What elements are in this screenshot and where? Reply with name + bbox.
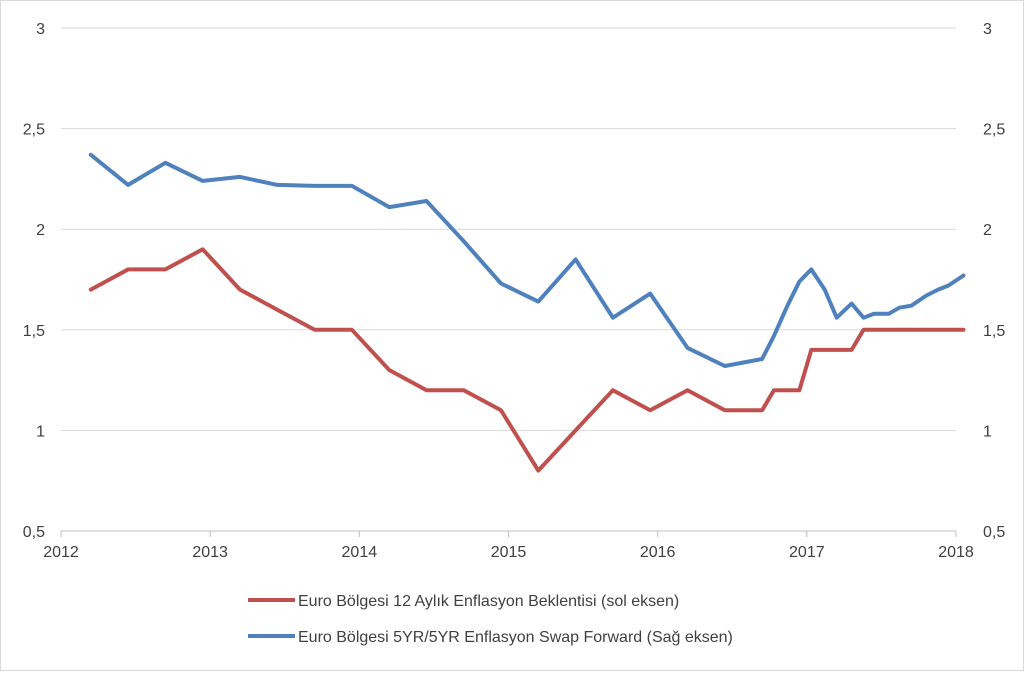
y-right-tick-label: 2,5 — [983, 122, 1005, 139]
series-line-0 — [88, 247, 966, 473]
series-group — [88, 152, 966, 473]
y-left-tick-label: 0,5 — [23, 524, 45, 541]
x-axis: 2012 2013 2014 2015 2016 2017 2018 — [43, 530, 974, 561]
legend-label-1: Euro Bölgesi 5YR/5YR Enflasyon Swap Forw… — [298, 629, 733, 646]
y-right-tick-label: 3 — [983, 21, 992, 38]
legend: Euro Bölgesi 12 Aylık Enflasyon Beklenti… — [248, 593, 733, 646]
y-left-tick-label: 1 — [36, 423, 45, 440]
y-right-tick-label: 1,5 — [983, 323, 1005, 340]
right-y-axis: 0,5 1 1,5 2 2,5 3 — [983, 21, 1005, 541]
x-tick-label: 2012 — [43, 544, 79, 561]
y-right-tick-label: 0,5 — [983, 524, 1005, 541]
x-tick-label: 2016 — [640, 544, 676, 561]
left-y-axis: 0,5 1 1,5 2 2,5 3 — [23, 21, 45, 541]
x-tick-label: 2017 — [789, 544, 825, 561]
x-tick-label: 2014 — [342, 544, 378, 561]
series-line-1 — [88, 152, 966, 368]
x-tick-label: 2013 — [192, 544, 228, 561]
y-right-tick-label: 1 — [983, 423, 992, 440]
gridlines — [61, 27, 956, 532]
y-left-tick-label: 2 — [36, 222, 45, 239]
y-right-tick-label: 2 — [983, 222, 992, 239]
y-left-tick-label: 2,5 — [23, 122, 45, 139]
y-left-tick-label: 1,5 — [23, 323, 45, 340]
legend-label-0: Euro Bölgesi 12 Aylık Enflasyon Beklenti… — [298, 593, 679, 610]
x-tick-label: 2018 — [938, 544, 974, 561]
x-tick-label: 2015 — [491, 544, 527, 561]
y-left-tick-label: 3 — [36, 21, 45, 38]
